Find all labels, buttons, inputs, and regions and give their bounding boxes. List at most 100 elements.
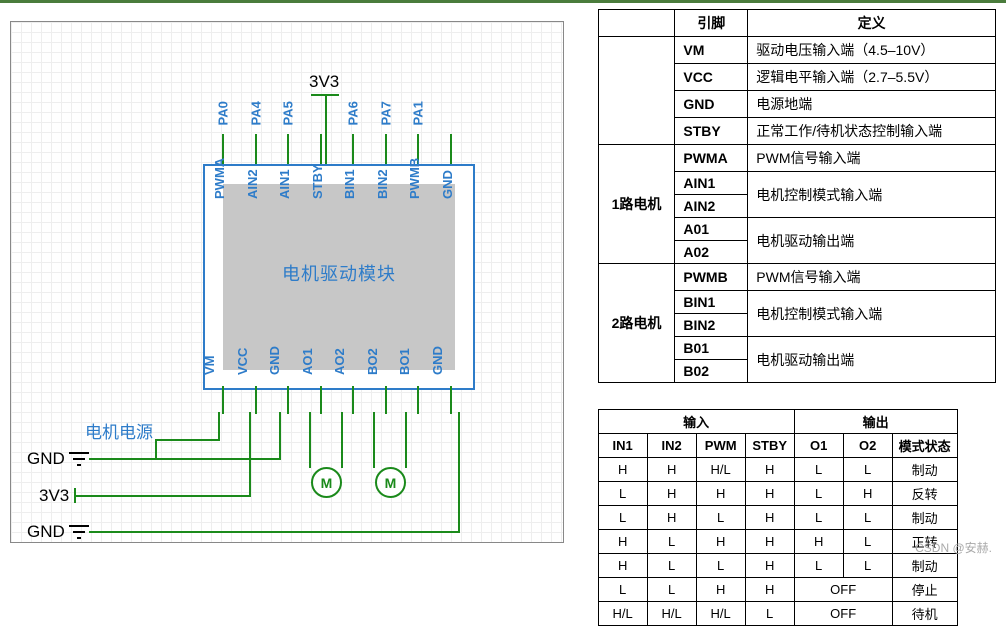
- truth-cell: L: [598, 482, 647, 506]
- truth-cell: 停止: [892, 578, 957, 602]
- truth-header-out: 输出: [794, 410, 957, 434]
- ext-pin: PA7: [378, 110, 393, 126]
- truth-col: PWM: [696, 434, 745, 458]
- wire: [155, 439, 157, 460]
- desc-cell: PWM信号输入端: [748, 264, 996, 291]
- truth-cell: H: [843, 482, 892, 506]
- group-cell: 2路电机: [598, 264, 675, 383]
- truth-cell: H: [745, 482, 794, 506]
- truth-cell: 反转: [892, 482, 957, 506]
- col-header-pin: 引脚: [675, 10, 748, 37]
- wire-stubs-top: [207, 134, 467, 164]
- rail-label: 3V3: [39, 486, 69, 506]
- chip-pin: AIN2: [245, 183, 271, 199]
- chip-pins-bottom: VM VCC GND AO1 AO2 BO2 BO1 GND: [209, 350, 469, 390]
- schematic-grid: 3V3 PA0 PA4 PA5 PA6 PA7 PA1: [10, 21, 564, 543]
- pin-cell: GND: [675, 91, 748, 118]
- truth-col: O2: [843, 434, 892, 458]
- watermark: CSDN @安赫.: [915, 539, 992, 556]
- desc-cell: 电机控制模式输入端: [748, 172, 996, 218]
- ext-pin: PA4: [248, 110, 263, 126]
- truth-cell: H: [745, 458, 794, 482]
- truth-cell: H: [696, 482, 745, 506]
- truth-cell: H: [794, 530, 843, 554]
- truth-cell: L: [843, 530, 892, 554]
- ext-pin: [443, 110, 458, 126]
- pin-cell: VCC: [675, 64, 748, 91]
- table-row: 2路电机PWMBPWM信号输入端: [598, 264, 995, 291]
- motor-b-icon: M: [375, 467, 406, 498]
- table-row: HLLHLL制动: [598, 554, 957, 578]
- truth-cell: OFF: [794, 602, 892, 626]
- pin-cell: A01: [675, 218, 748, 241]
- wire: [341, 412, 343, 468]
- chip-pin: AIN1: [277, 183, 303, 199]
- pin-cell: B01: [675, 337, 748, 360]
- truth-cell: L: [696, 506, 745, 530]
- pin-cell: PWMB: [675, 264, 748, 291]
- truth-cell: H: [696, 578, 745, 602]
- ext-pin: PA5: [281, 110, 296, 126]
- wire: [373, 412, 375, 468]
- pin-cell: AIN1: [675, 172, 748, 195]
- truth-cell: L: [598, 578, 647, 602]
- table-row: HLHHHL正转: [598, 530, 957, 554]
- truth-cell: L: [647, 578, 696, 602]
- truth-cell: L: [794, 482, 843, 506]
- wire: [279, 412, 281, 460]
- truth-cell: H: [745, 506, 794, 530]
- motor-power-label: 电机电源: [85, 418, 153, 443]
- wire: [405, 412, 407, 468]
- table-row: VM驱动电压输入端（4.5–10V）: [598, 37, 995, 64]
- desc-cell: 逻辑电平输入端（2.7–5.5V）: [748, 64, 996, 91]
- truth-cell: 制动: [892, 554, 957, 578]
- wire: [249, 412, 251, 497]
- pin-cell: AIN2: [675, 195, 748, 218]
- truth-col: O1: [794, 434, 843, 458]
- group-cell: 1路电机: [598, 145, 675, 264]
- truth-cell: L: [696, 554, 745, 578]
- table-row: 1路电机PWMAPWM信号输入端: [598, 145, 995, 172]
- pin-cell: PWMA: [675, 145, 748, 172]
- truth-cell: H: [696, 530, 745, 554]
- truth-cell: L: [794, 554, 843, 578]
- top-rail-label: 3V3: [309, 72, 339, 92]
- desc-cell: 电机驱动输出端: [748, 218, 996, 264]
- truth-cell: L: [794, 458, 843, 482]
- truth-cell: H/L: [598, 602, 647, 626]
- pin-cell: BIN1: [675, 291, 748, 314]
- col-header-def: 定义: [748, 10, 996, 37]
- truth-cell: H/L: [696, 458, 745, 482]
- desc-cell: 电机控制模式输入端: [748, 291, 996, 337]
- ext-pin: PA0: [216, 110, 231, 126]
- truth-table: 输入 输出 IN1IN2PWMSTBYO1O2模式状态 HHH/LHLL制动LH…: [598, 409, 958, 626]
- pin-cell: B02: [675, 360, 748, 383]
- pin-definition-table: 引脚 定义 VM驱动电压输入端（4.5–10V）VCC逻辑电平输入端（2.7–5…: [598, 9, 996, 383]
- truth-cell: H: [598, 530, 647, 554]
- truth-cell: 制动: [892, 458, 957, 482]
- truth-cell: L: [843, 554, 892, 578]
- ext-pin: PA6: [346, 110, 361, 126]
- wire: [311, 94, 339, 96]
- desc-cell: PWM信号输入端: [748, 145, 996, 172]
- desc-cell: 驱动电压输入端（4.5–10V）: [748, 37, 996, 64]
- desc-cell: 电源地端: [748, 91, 996, 118]
- chip-pins-top: PWMA AIN2 AIN1 STBY BIN1 BIN2 PWMB GND: [209, 164, 469, 204]
- rail-label: GND: [27, 522, 65, 542]
- wire: [155, 439, 219, 441]
- pin-cell: STBY: [675, 118, 748, 145]
- truth-cell: 待机: [892, 602, 957, 626]
- truth-header-in: 输入: [598, 410, 794, 434]
- wire: [74, 488, 76, 503]
- table-row: HHH/LHLL制动: [598, 458, 957, 482]
- truth-cell: OFF: [794, 578, 892, 602]
- truth-cell: H: [647, 506, 696, 530]
- chip-pin: PWMB: [407, 183, 433, 199]
- table-row: LHLHLL制动: [598, 506, 957, 530]
- truth-col: IN1: [598, 434, 647, 458]
- ext-pin: [313, 110, 328, 126]
- pin-cell: A02: [675, 241, 748, 264]
- truth-cell: L: [794, 506, 843, 530]
- truth-cell: H: [598, 554, 647, 578]
- chip-pin: GND: [430, 359, 476, 375]
